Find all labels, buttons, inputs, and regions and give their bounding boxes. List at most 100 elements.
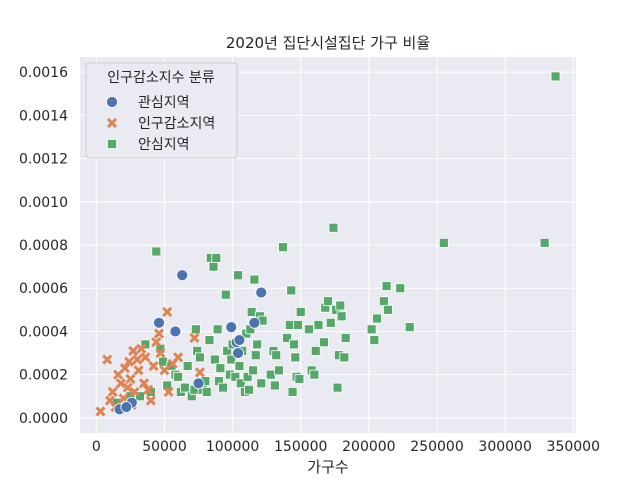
legend-label: 인구감소지역 (138, 116, 215, 132)
y-tick-label: 0.0004 (19, 324, 68, 340)
data-point-circle (233, 334, 246, 346)
data-point-x (102, 354, 113, 365)
data-point-square (332, 382, 343, 393)
data-point-square (340, 333, 351, 343)
data-point-x (122, 382, 133, 393)
data-point-square (135, 391, 145, 402)
data-point-square (369, 335, 380, 345)
data-point-square (289, 339, 299, 350)
data-point-square (287, 387, 298, 397)
data-point-square (195, 352, 205, 363)
data-point-square (208, 261, 219, 272)
data-point-square (313, 320, 324, 330)
x-tick-label: 350000 (547, 439, 600, 455)
data-point-square (248, 365, 258, 376)
data-point-square (246, 307, 257, 317)
data-point-square (282, 333, 293, 343)
data-point-square (244, 384, 254, 395)
legend-title: 인구감소지수 분류 (107, 70, 215, 86)
legend-marker-circle (106, 96, 118, 108)
data-points (95, 71, 561, 417)
data-point-square (383, 304, 393, 315)
data-point-square (310, 345, 321, 356)
data-point-square (325, 317, 336, 328)
data-point-square (372, 313, 382, 324)
data-point-square (204, 335, 215, 345)
data-point-circle (255, 286, 268, 299)
data-point-square (293, 320, 303, 330)
data-point-square (218, 382, 228, 393)
data-point-x (136, 343, 147, 354)
data-point-x (194, 367, 205, 378)
data-point-square (278, 242, 288, 253)
data-point-x (173, 352, 184, 363)
data-point-square (173, 371, 184, 382)
data-point-square (309, 369, 320, 380)
data-point-x (125, 373, 136, 385)
data-point-square (250, 350, 261, 361)
data-point-x (143, 384, 154, 395)
data-point-x (119, 363, 131, 374)
data-point-square (294, 374, 305, 384)
data-point-square (336, 311, 347, 322)
data-point-x (128, 345, 139, 356)
data-point-x (145, 395, 156, 406)
data-point-square (395, 283, 406, 294)
data-point-square (242, 371, 253, 382)
data-point-square (274, 365, 284, 376)
data-point-square (404, 322, 415, 333)
data-point-circle (232, 347, 244, 359)
data-point-square (381, 281, 392, 291)
data-point-square (215, 363, 226, 374)
data-point-x (129, 386, 140, 398)
data-point-x (140, 352, 151, 363)
data-point-x (95, 406, 106, 417)
data-point-square (180, 382, 190, 393)
data-point-circle (176, 269, 189, 282)
y-tick-label: 0.0014 (19, 108, 68, 124)
data-point-square (323, 296, 333, 307)
legend-box (85, 62, 238, 159)
data-point-square (151, 246, 162, 257)
x-tick-label: 50000 (142, 439, 187, 455)
data-point-x (153, 328, 165, 339)
data-point-square (256, 378, 267, 389)
chart-title: 2020년 집단시설집단 가구 비율 (226, 34, 430, 52)
data-point-circle (225, 321, 238, 334)
y-tick-labels: 0.0000 0.0002 0.0004 0.0006 0.0008 0.0010 0.00… (19, 65, 68, 427)
data-point-circle (192, 377, 205, 390)
data-point-square (234, 361, 245, 371)
data-point-square (158, 356, 169, 367)
data-point-square (220, 289, 231, 300)
y-tick-label: 0.0008 (19, 238, 68, 254)
data-point-square (190, 324, 201, 335)
data-point-square (295, 307, 306, 317)
data-point-square (233, 270, 243, 281)
data-point-square (438, 237, 449, 248)
y-tick-label: 0.0016 (19, 65, 68, 81)
data-point-square (210, 354, 220, 365)
data-point-square (265, 369, 276, 380)
data-point-square (182, 361, 193, 371)
data-point-x (148, 360, 159, 372)
data-point-square (335, 300, 346, 311)
data-point-square (328, 222, 339, 233)
legend-label: 관심지역 (138, 95, 190, 111)
x-tick-label: 150000 (274, 439, 327, 455)
data-point-circle (169, 325, 182, 338)
data-point-square (201, 387, 212, 397)
data-point-square (319, 337, 329, 348)
x-tick-label: 200000 (342, 439, 395, 455)
data-point-circle (120, 401, 133, 413)
data-point-x (133, 365, 144, 376)
data-point-square (378, 296, 389, 307)
data-point-square (304, 324, 314, 335)
data-point-x (189, 332, 200, 343)
data-point-x (159, 365, 170, 376)
y-tick-label: 0.0000 (19, 411, 68, 427)
data-point-square (249, 274, 260, 285)
x-tick-label: 300000 (478, 439, 531, 455)
